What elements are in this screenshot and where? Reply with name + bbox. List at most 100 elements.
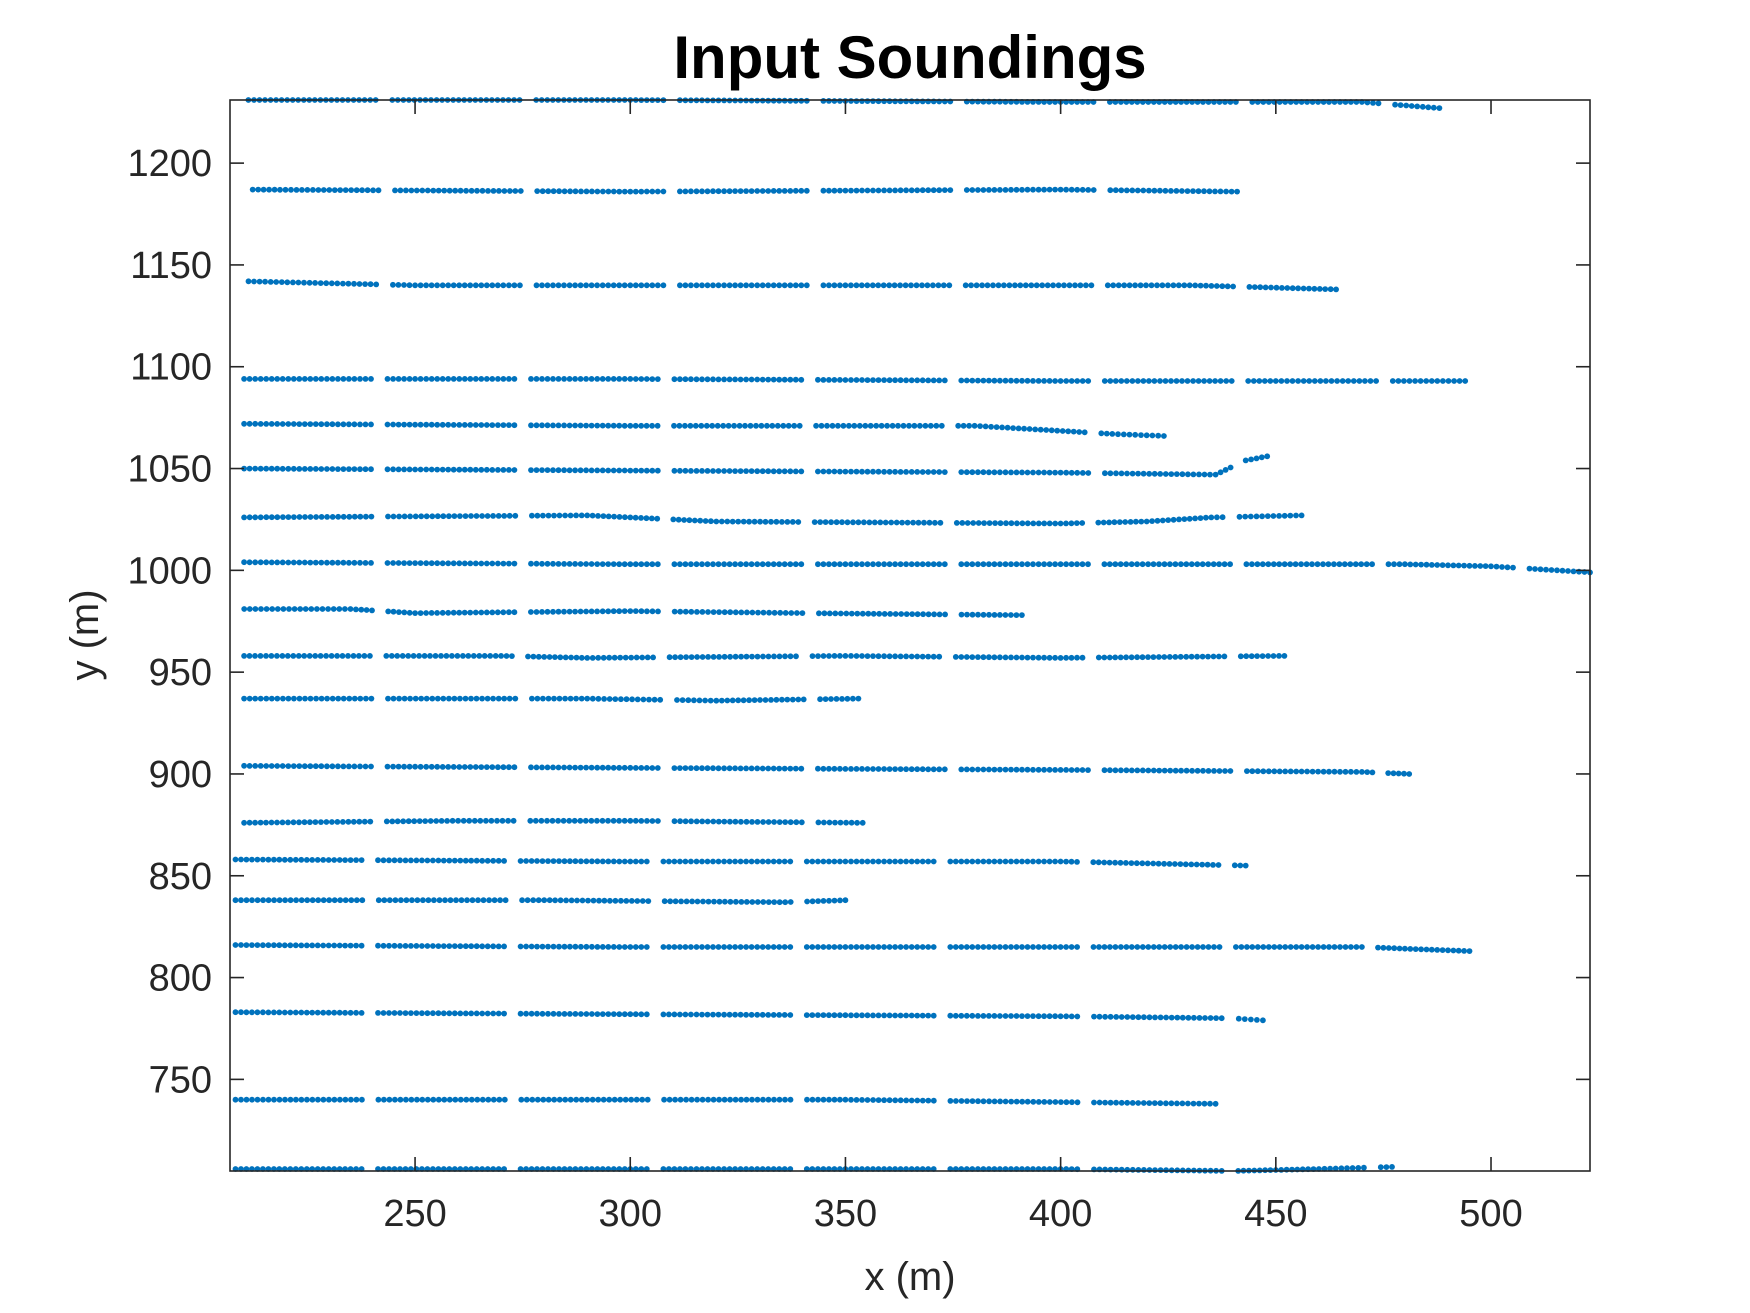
sounding-point <box>557 897 564 904</box>
sounding-point <box>544 764 551 771</box>
sounding-point <box>434 610 440 616</box>
sounding-point <box>875 187 882 194</box>
sounding-point <box>612 897 619 904</box>
sounding-point <box>594 817 600 824</box>
sounding-point <box>585 897 591 904</box>
sounding-point <box>1154 517 1161 524</box>
sounding-point <box>1271 768 1278 775</box>
sounding-point <box>1259 561 1266 568</box>
sounding-point <box>1265 653 1271 659</box>
sounding-point <box>1156 767 1163 774</box>
sounding-point <box>368 376 374 382</box>
sounding-point <box>1334 378 1340 384</box>
sounding-point <box>969 1012 976 1019</box>
sounding-point <box>329 763 336 770</box>
sounding-point <box>540 695 546 702</box>
sounding-point <box>1008 469 1014 476</box>
sounding-point <box>238 1009 244 1016</box>
sounding-point <box>304 1096 310 1103</box>
sounding-point <box>842 282 849 289</box>
sounding-point <box>454 653 461 659</box>
sounding-point <box>413 187 420 194</box>
sounding-point <box>599 376 606 382</box>
sounding-point <box>969 611 976 618</box>
sounding-point <box>296 421 303 427</box>
sounding-point <box>697 517 704 524</box>
sounding-point <box>406 282 413 289</box>
sounding-point <box>435 857 442 864</box>
sounding-point <box>1403 102 1410 109</box>
sounding-point <box>853 561 860 568</box>
sounding-point <box>633 1096 640 1103</box>
sounding-point <box>787 899 794 905</box>
sounding-point <box>715 282 722 289</box>
sounding-point <box>782 819 789 825</box>
sounding-point <box>287 897 294 904</box>
sounding-point <box>846 422 852 429</box>
sounding-point <box>721 818 728 825</box>
sounding-point <box>394 818 401 825</box>
sounding-point <box>551 695 557 702</box>
sounding-point <box>384 376 391 382</box>
sounding-point <box>1323 378 1329 384</box>
sounding-point <box>324 376 330 382</box>
sounding-point <box>1068 944 1075 950</box>
sounding-point <box>784 696 791 703</box>
sounding-point <box>252 653 258 659</box>
sounding-point <box>276 942 283 949</box>
sounding-point <box>1151 1100 1158 1106</box>
sounding-point <box>919 469 926 475</box>
sounding-point <box>722 898 728 905</box>
sounding-point <box>232 856 239 863</box>
sounding-point <box>886 1097 893 1104</box>
sounding-point <box>776 765 783 772</box>
sounding-point <box>842 766 849 772</box>
sounding-point <box>334 653 340 659</box>
sounding-point <box>395 466 402 473</box>
sounding-point <box>855 519 862 526</box>
sounding-point <box>941 377 948 384</box>
sounding-point <box>792 561 799 568</box>
sounding-point <box>356 818 363 825</box>
sounding-point <box>336 942 343 949</box>
sounding-point <box>572 943 579 950</box>
sounding-point <box>936 611 943 618</box>
sounding-point <box>1304 768 1310 775</box>
sounding-point <box>555 764 562 771</box>
sounding-point <box>414 897 421 904</box>
sounding-point <box>969 469 976 476</box>
sounding-point <box>1052 767 1058 773</box>
sounding-point <box>1095 654 1102 661</box>
sounding-point <box>616 188 623 195</box>
sounding-point <box>484 943 491 950</box>
sounding-point <box>848 377 854 383</box>
sounding-point <box>274 606 281 612</box>
sounding-point <box>346 466 352 472</box>
sounding-point <box>351 280 357 287</box>
sounding-point <box>1063 378 1070 384</box>
sounding-point <box>764 422 770 429</box>
sounding-point <box>246 420 253 427</box>
sounding-point <box>241 606 248 612</box>
sounding-point <box>254 1096 261 1103</box>
sounding-point <box>1195 378 1202 384</box>
sounding-point <box>440 695 447 702</box>
sounding-point <box>277 186 283 193</box>
sounding-point <box>871 519 878 526</box>
sounding-point <box>727 1096 733 1103</box>
sounding-point <box>1233 944 1239 950</box>
sounding-point <box>1074 944 1080 950</box>
sounding-point <box>401 376 407 382</box>
sounding-point <box>1341 561 1348 568</box>
sounding-point <box>704 376 711 383</box>
sounding-point <box>993 424 1000 430</box>
sounding-point <box>438 653 444 659</box>
sounding-point <box>776 858 783 865</box>
sounding-point <box>677 1096 684 1103</box>
sounding-point <box>441 187 448 194</box>
sounding-point <box>787 653 794 660</box>
sounding-point <box>1178 944 1184 950</box>
sounding-point <box>271 942 277 949</box>
sounding-point <box>495 695 502 702</box>
sounding-point <box>390 608 397 615</box>
